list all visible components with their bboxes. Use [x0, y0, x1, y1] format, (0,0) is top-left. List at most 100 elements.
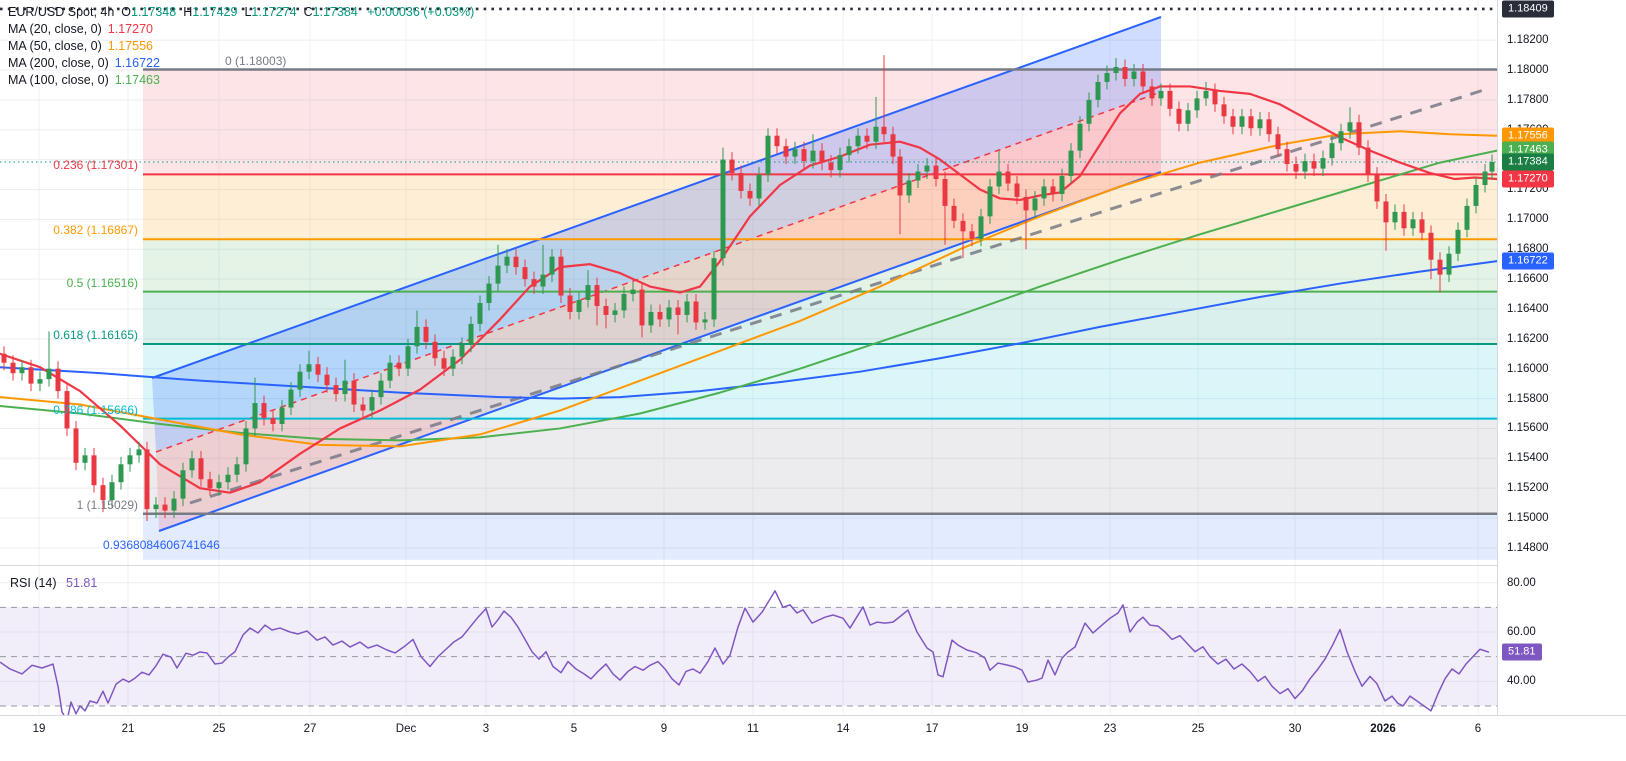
candle-body [225, 474, 231, 483]
candle-body [1, 353, 7, 363]
candle-body [837, 155, 843, 171]
candle-body [144, 449, 150, 510]
candle-body [91, 455, 97, 486]
rsi-legend[interactable]: RSI (14) 51.81 [10, 576, 97, 590]
candle-body [180, 470, 186, 499]
candle-body [648, 311, 654, 326]
channel-upper-line[interactable] [151, 16, 1162, 379]
time-axis-tick: 5 [570, 723, 578, 735]
time-axis-tick: 11 [747, 723, 759, 735]
fib-label: 0 (1.18003) [225, 53, 287, 68]
candle-body [549, 256, 555, 275]
indicator-row[interactable]: MA (100, close, 0) 1.17463 [8, 72, 474, 89]
candle-body [171, 498, 177, 511]
time-axis-tick: 19 [32, 723, 46, 735]
candle-body [153, 504, 159, 510]
time-axis-tick: 17 [925, 723, 939, 735]
candle-body [594, 285, 600, 306]
rsi-label: RSI (14) [10, 576, 57, 590]
ohlc-value: 1.17429 [192, 5, 238, 19]
candle-body [774, 135, 780, 147]
candle-body [585, 285, 591, 300]
ma20-line[interactable] [0, 85, 1499, 494]
candle-body [1149, 86, 1155, 99]
price-axis-tick: 1.15800 [1507, 392, 1549, 405]
candle-body [720, 159, 726, 259]
candle-body [603, 305, 609, 315]
ohlc-key: O [121, 5, 132, 19]
candle-body [10, 362, 16, 374]
price-axis[interactable]: 1.182001.180001.178001.176001.174001.172… [1497, 0, 1626, 715]
candle-body [881, 126, 887, 135]
time-axis-tick: 6 [1474, 723, 1482, 735]
candle-body [540, 274, 546, 287]
candle-body [531, 279, 537, 287]
time-axis-tick: 2026 [1370, 723, 1396, 735]
candle-body [729, 159, 735, 174]
rsi-axis-tick: 80.00 [1507, 576, 1536, 589]
candle-body [522, 267, 528, 280]
ma50-line[interactable] [0, 130, 1498, 448]
rsi-line[interactable] [0, 590, 1490, 722]
candle-body [846, 146, 852, 156]
candle-body [1257, 119, 1263, 129]
candle-body [1275, 134, 1281, 150]
candle-body [369, 397, 375, 411]
candle-body [333, 385, 339, 395]
candle-body [82, 455, 88, 463]
candle-body [1212, 90, 1218, 105]
time-axis-tick: 30 [1288, 723, 1302, 735]
candle-body [127, 455, 133, 465]
candle-body [1077, 123, 1083, 151]
price-axis-tick: 1.15200 [1507, 482, 1549, 495]
price-axis-tick: 1.15400 [1507, 452, 1549, 465]
candle-body [1482, 171, 1488, 185]
candle-body [630, 289, 636, 295]
candle-body [513, 256, 519, 268]
symbol-row[interactable]: EUR/USD Spot, 4h O1.17348 H1.17429 L1.17274… [8, 4, 474, 21]
candle-body [207, 479, 213, 489]
indicator-value: 1.16722 [114, 56, 160, 70]
candle-body [73, 428, 79, 463]
ohlc-values: O1.17348 H1.17429 L1.17274 C1.17384 [114, 5, 358, 19]
indicator-row[interactable]: MA (20, close, 0) 1.17270 [8, 21, 474, 38]
rsi-value-badge: 51.81 [1502, 643, 1542, 661]
candle-body [1095, 81, 1101, 100]
channel-median-line[interactable] [155, 91, 1162, 453]
candle-body [1320, 158, 1326, 169]
candle-body [1473, 184, 1479, 206]
time-axis[interactable]: 19 21 25 27 Dec 3 5 9 11 14 17 19 23 25 30 2026 6 [0, 715, 1626, 761]
candle-body [1032, 198, 1038, 211]
candle-body [360, 404, 366, 411]
ma100-line[interactable] [0, 149, 1498, 442]
candle-body [306, 364, 312, 372]
candle-body [621, 294, 627, 311]
trendline-dashed[interactable] [189, 86, 1491, 505]
candle-body [675, 307, 681, 315]
candle-body [405, 346, 411, 369]
candle-body [1041, 186, 1047, 199]
candle-body [1392, 211, 1398, 223]
change-value: +0.00036 (+0.03%) [367, 5, 475, 19]
price-axis-tick: 1.14800 [1507, 541, 1549, 554]
candle-body [1005, 171, 1011, 184]
indicator-row[interactable]: MA (50, close, 0) 1.17556 [8, 38, 474, 55]
candle-body [1455, 229, 1461, 254]
indicator-row[interactable]: MA (200, close, 0) 1.16722 [8, 55, 474, 72]
rsi-axis-tick: 60.00 [1507, 626, 1536, 638]
ma20-price-badge: 1.17270 [1502, 170, 1554, 188]
indicator-label: MA (50, close, 0) [8, 39, 102, 53]
rsi-axis-tick: 40.00 [1507, 675, 1536, 688]
candle-body [951, 205, 957, 221]
ohlc-key: H [183, 5, 193, 19]
candle-body [378, 380, 384, 398]
candle-body [1293, 164, 1299, 172]
candle-body [198, 458, 204, 480]
candle-body [1374, 174, 1380, 202]
candle-body [1104, 72, 1110, 82]
candle-body [1068, 150, 1074, 177]
price-axis-tick: 1.18200 [1507, 34, 1549, 47]
time-axis-tick: 3 [482, 723, 490, 735]
